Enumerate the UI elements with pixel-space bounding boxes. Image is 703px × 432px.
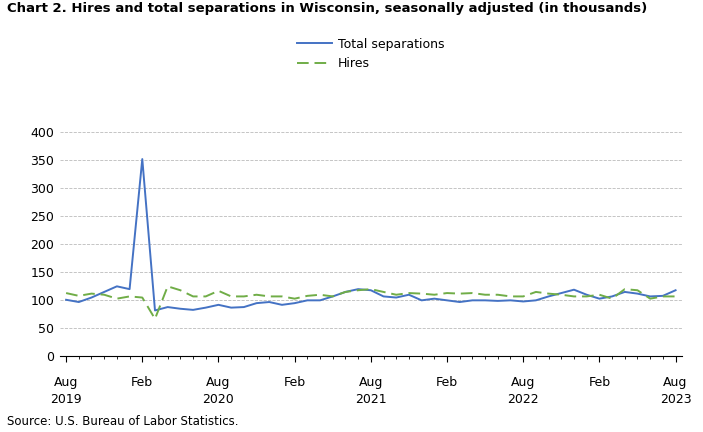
Text: Feb: Feb bbox=[283, 376, 306, 389]
Text: Aug: Aug bbox=[206, 376, 231, 389]
Text: 2022: 2022 bbox=[508, 393, 539, 406]
Text: Feb: Feb bbox=[588, 376, 610, 389]
Text: Aug: Aug bbox=[511, 376, 536, 389]
Text: 2021: 2021 bbox=[355, 393, 387, 406]
Text: 2020: 2020 bbox=[202, 393, 234, 406]
Text: Aug: Aug bbox=[54, 376, 78, 389]
Text: Source: U.S. Bureau of Labor Statistics.: Source: U.S. Bureau of Labor Statistics. bbox=[7, 415, 238, 428]
Text: 2019: 2019 bbox=[51, 393, 82, 406]
Text: Chart 2. Hires and total separations in Wisconsin, seasonally adjusted (in thous: Chart 2. Hires and total separations in … bbox=[7, 2, 647, 15]
Legend: Total separations, Hires: Total separations, Hires bbox=[297, 38, 445, 70]
Text: Feb: Feb bbox=[436, 376, 458, 389]
Text: Feb: Feb bbox=[131, 376, 153, 389]
Text: Aug: Aug bbox=[664, 376, 688, 389]
Text: 2023: 2023 bbox=[659, 393, 691, 406]
Text: Aug: Aug bbox=[359, 376, 383, 389]
